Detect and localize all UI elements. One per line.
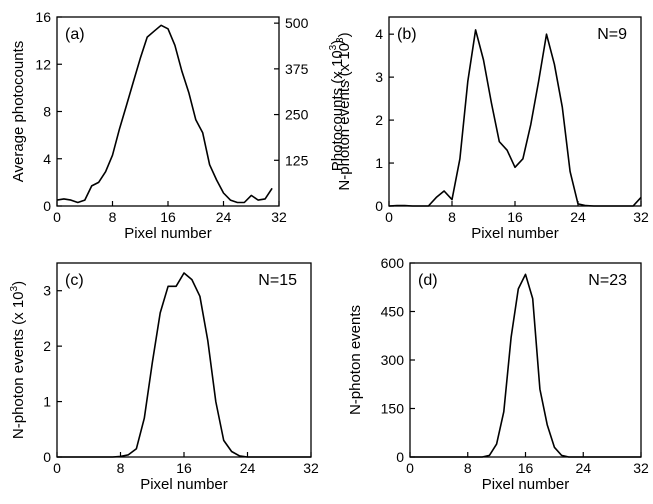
data-series-line <box>57 272 311 458</box>
y-tick-label: 150 <box>381 401 405 417</box>
data-series-line <box>410 273 641 458</box>
x-tick-label: 0 <box>53 460 61 476</box>
plot-frame <box>409 262 642 458</box>
y-tick-label: 3 <box>43 283 51 299</box>
panel-label: (b) <box>397 26 417 43</box>
y-tick-label: 1 <box>375 155 383 171</box>
panel-label: (d) <box>418 272 438 289</box>
y-tick-label: 3 <box>375 69 383 85</box>
annotation-label: N=15 <box>258 272 297 289</box>
x-tick-label: 0 <box>53 209 61 225</box>
panel-label: (a) <box>65 26 85 43</box>
x-tick-label: 24 <box>570 209 586 225</box>
y-tick-label: 2 <box>43 338 51 354</box>
x-tick-label: 0 <box>406 460 414 476</box>
panel-c: 0 8 16 24 32 0 1 2 3 Pixel number N-photon events … <box>9 262 319 493</box>
y-tick-label: 1 <box>43 394 51 410</box>
x-tick-label: 16 <box>160 209 176 225</box>
annotation-label: N=9 <box>597 26 627 43</box>
panel-a: 0 8 16 24 32 0 4 8 12 16 125 250 375 500 Photocounts (… <box>10 9 346 242</box>
y-tick-label: 300 <box>381 352 405 368</box>
x-tick-label: 32 <box>633 460 649 476</box>
annotation-label: N=23 <box>588 272 627 289</box>
x-axis-label: Pixel number <box>471 225 559 242</box>
y-tick-label: 4 <box>43 151 51 167</box>
plot-frame <box>388 16 642 207</box>
data-series-line <box>388 29 642 207</box>
x-tick-label: 32 <box>303 460 319 476</box>
y-tick-label: 450 <box>381 304 405 320</box>
y-axis-label: N-photon events (x 103) <box>335 32 353 190</box>
y-tick-label: 0 <box>43 198 51 214</box>
x-axis-label: Pixel number <box>140 476 228 493</box>
y-tick-label: 8 <box>43 104 51 120</box>
y-right-tick-label: 250 <box>285 107 309 123</box>
y-tick-label: 2 <box>375 112 383 128</box>
y-axis-label: Average photocounts <box>10 41 27 183</box>
y-tick-label: 0 <box>375 198 383 214</box>
x-tick-label: 8 <box>117 460 125 476</box>
x-tick-label: 16 <box>507 209 523 225</box>
y-axis-label: N-photon events (x 103) <box>9 281 27 439</box>
plot-frame <box>56 262 312 458</box>
x-axis-label: Pixel number <box>482 476 570 493</box>
data-series-line <box>56 24 273 204</box>
panel-d: 0 8 16 24 32 0 150 300 450 600 Pixel number N-photo… <box>347 255 649 493</box>
x-tick-label: 32 <box>633 209 649 225</box>
x-tick-label: 24 <box>575 460 591 476</box>
x-tick-label: 24 <box>240 460 256 476</box>
y-tick-label: 4 <box>375 26 383 42</box>
y-tick-label: 16 <box>35 9 51 25</box>
y-tick-label: 0 <box>43 449 51 465</box>
x-tick-label: 24 <box>216 209 232 225</box>
plot-frame <box>56 16 280 207</box>
x-tick-label: 0 <box>385 209 393 225</box>
x-axis-label: Pixel number <box>124 225 212 242</box>
y-tick-label: 12 <box>35 56 51 72</box>
x-tick-label: 8 <box>464 460 472 476</box>
panel-b: 0 8 16 24 32 0 1 2 3 4 Pixel number N-photon events… <box>335 16 649 242</box>
y-right-tick-label: 125 <box>285 152 309 168</box>
x-tick-label: 16 <box>176 460 192 476</box>
x-tick-label: 8 <box>448 209 456 225</box>
y-right-axis-label: Photocounts (x 103) <box>328 40 346 171</box>
y-tick-label: 0 <box>396 449 404 465</box>
y-axis-label: N-photon events <box>347 305 364 415</box>
panel-label: (c) <box>65 272 84 289</box>
x-tick-label: 16 <box>518 460 534 476</box>
x-tick-label: 8 <box>109 209 117 225</box>
y-right-tick-label: 500 <box>285 15 309 31</box>
y-right-tick-label: 375 <box>285 61 309 77</box>
y-tick-label: 600 <box>381 255 405 271</box>
x-tick-label: 32 <box>271 209 287 225</box>
